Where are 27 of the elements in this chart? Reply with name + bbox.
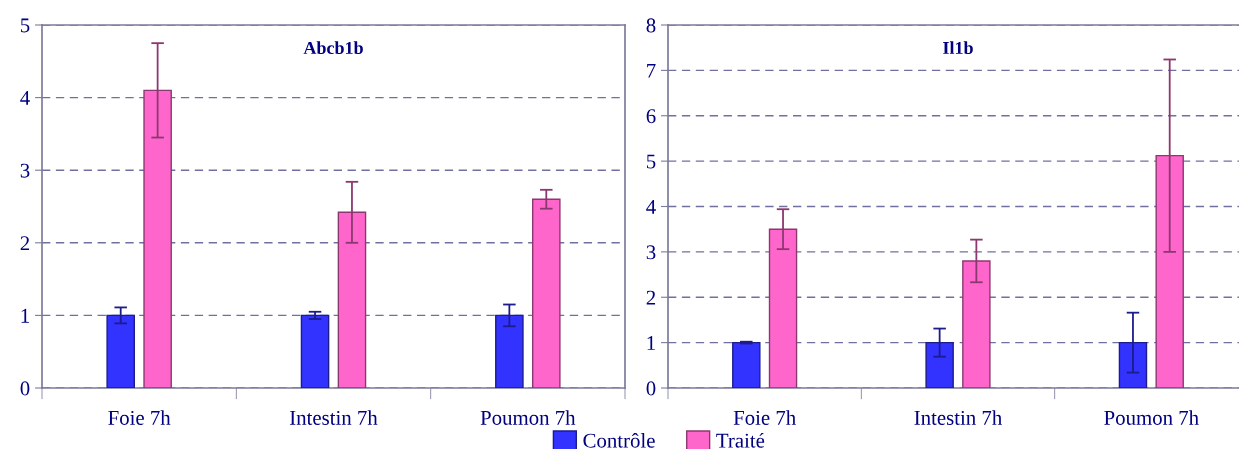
y-tick-label: 1 bbox=[647, 336, 655, 350]
x-tick-label: Poumon 7h bbox=[1104, 410, 1199, 425]
text: Il1b bbox=[943, 41, 973, 55]
y-tick-label: 2 bbox=[646, 290, 656, 305]
y-tick-label: 6 bbox=[646, 109, 656, 124]
y-tick-label: 7 bbox=[647, 63, 656, 78]
y-tick-label: 5 bbox=[20, 18, 30, 33]
y-tick-label: 4 bbox=[646, 200, 656, 214]
y-tick-label: 3 bbox=[20, 163, 30, 178]
y-tick-label: 3 bbox=[646, 245, 656, 260]
y-tick-label: 0 bbox=[20, 381, 30, 396]
y-tick-label: 1 bbox=[21, 308, 29, 323]
y-tick-label: 2 bbox=[20, 236, 30, 251]
legend-label: Traité bbox=[716, 432, 765, 448]
y-tick-label: 4 bbox=[20, 91, 30, 105]
x-tick-label: Poumon 7h bbox=[480, 410, 576, 425]
text: Abcb1b bbox=[303, 41, 363, 55]
y-tick-label: 0 bbox=[646, 381, 656, 396]
bar bbox=[300, 314, 330, 388]
legend-label: Contrôle bbox=[583, 432, 655, 448]
y-tick-label: 5 bbox=[646, 154, 656, 169]
y-tick-label: 8 bbox=[646, 18, 656, 33]
x-tick-label: Intestin 7h bbox=[289, 410, 378, 425]
bar bbox=[732, 341, 761, 388]
x-tick-label: Foie 7h bbox=[733, 410, 796, 425]
x-tick-label: Foie 7h bbox=[108, 410, 171, 425]
x-tick-label: Intestin 7h bbox=[914, 410, 1002, 425]
